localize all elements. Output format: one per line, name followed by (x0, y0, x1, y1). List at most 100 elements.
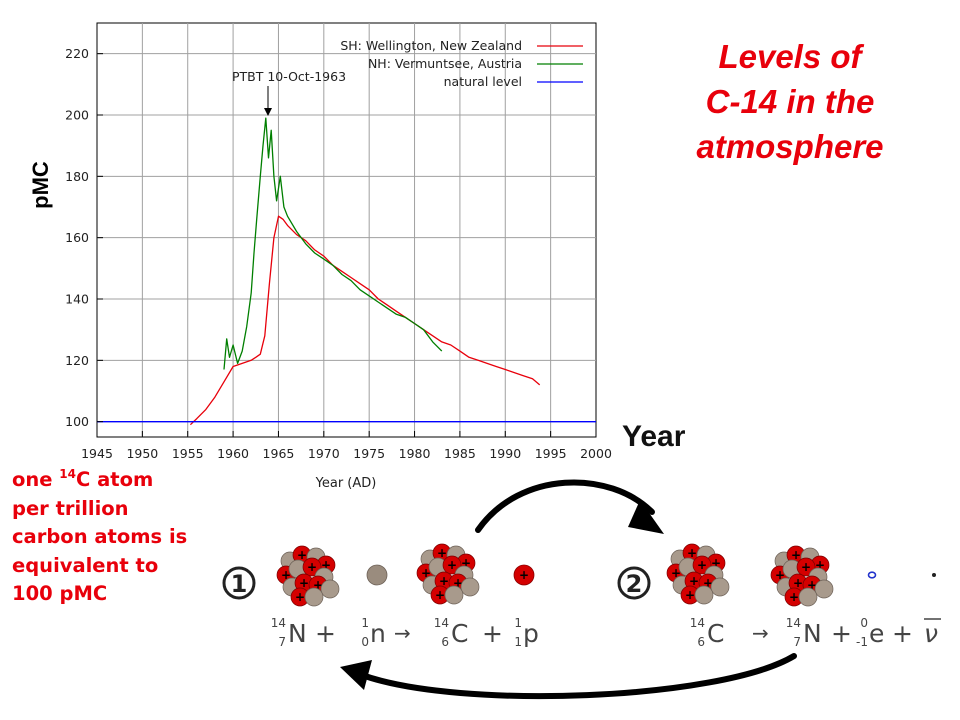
x-tick-label: 1975 (353, 446, 385, 461)
y-tick-label: 140 (65, 292, 89, 307)
y-tick-label: 100 (65, 414, 89, 429)
annotation-text: PTBT 10-Oct-1963 (232, 69, 346, 84)
note-line-3: carbon atoms is (12, 525, 188, 548)
series-line-0 (189, 215, 541, 426)
y-tick-label: 200 (65, 108, 89, 123)
grid (97, 23, 596, 437)
eq2-c-z: 6 (697, 635, 705, 649)
neutron-ball (460, 577, 480, 597)
neutron-ball (798, 587, 818, 607)
x-tick-label: 1970 (308, 446, 340, 461)
step-1-badge (222, 566, 256, 600)
nucleus-n14-right: +++++ ++ (770, 545, 834, 607)
note-line-1-post: C atom (76, 468, 154, 491)
proton-plus: + (697, 558, 707, 572)
series-line-1 (223, 117, 443, 370)
antineutrino-particle (932, 573, 936, 577)
cycle-arrowhead-bottom (340, 660, 372, 690)
proton-plus: + (775, 568, 785, 582)
neutron-ball (814, 579, 834, 599)
eq2-e-mass: 0 (860, 616, 868, 630)
eq1-c-z: 6 (441, 635, 449, 649)
x-tick-label: 2000 (580, 446, 612, 461)
neutron-ball (304, 587, 324, 607)
eq1-n-symbol: N (288, 619, 307, 648)
neutron-ball (320, 579, 340, 599)
proton-plus: + (439, 574, 449, 588)
eq1-p-mass: 1 (514, 616, 522, 630)
eq1-p-symbol: p (523, 619, 539, 648)
proton-plus: + (321, 558, 331, 572)
eq2-n-z: 7 (793, 635, 801, 649)
x-tick-label: 1985 (444, 446, 476, 461)
y-tick-label: 120 (65, 353, 89, 368)
eq1-neutron-symbol: n (370, 619, 386, 648)
plot-frame (96, 22, 597, 438)
proton-plus: + (435, 588, 445, 602)
proton-plus: + (447, 558, 457, 572)
eq2-c-mass: 14 (690, 616, 705, 630)
eq1-arrow: → (394, 621, 411, 645)
proton-plus: + (437, 546, 447, 560)
eq2-e-z: -1 (856, 635, 868, 649)
x-tick-label: 1980 (399, 446, 431, 461)
pmc-definition-note: one 14C atom per trillion carbon atoms i… (12, 466, 222, 609)
proton-plus: + (791, 548, 801, 562)
ptbt-annotation: PTBT 10-Oct-1963 (232, 69, 346, 116)
electron-particle (867, 571, 877, 579)
note-line-1-sup: 14 (59, 466, 76, 481)
proton-plus: + (453, 576, 463, 590)
step-2-badge (617, 566, 651, 600)
proton-plus: + (685, 588, 695, 602)
eq2-n-mass: 14 (786, 616, 801, 630)
title-line-1: Levels of (718, 38, 862, 75)
x-axis-label: Year (AD) (315, 476, 377, 491)
title-line-3: atmosphere (696, 128, 884, 165)
eq1-neutron-mass: 1 (361, 616, 369, 630)
plot-area: 1945 1950 1955 1960 1965 1970 1975 1980 1985 1990… (65, 22, 612, 461)
proton-plus: + (711, 556, 721, 570)
note-line-1: one 14C atom (12, 466, 222, 495)
eq1-n-z: 7 (278, 635, 286, 649)
legend: SH: Wellington, New Zealand NH: Vermunts… (340, 38, 583, 89)
proton-plus: + (299, 576, 309, 590)
proton-plus: + (313, 578, 323, 592)
x-tick-label: 1945 (81, 446, 113, 461)
eq1-c-symbol: C (451, 619, 468, 648)
proton-plus: + (281, 568, 291, 582)
nuclei-illustrations: +++++ +++++++ +++++++ +++++++ ++ (276, 543, 834, 607)
proton-plus: + (789, 590, 799, 604)
equation-2: 14 6 C → 14 7 N + 0 -1 e + ν (690, 616, 941, 649)
year-axis-title: Year (622, 420, 686, 453)
annotation-arrowhead (264, 108, 272, 116)
proton-plus: + (815, 558, 825, 572)
y-tick-label: 160 (65, 230, 89, 245)
eq1-c-mass: 14 (434, 616, 449, 630)
note-line-5: 100 pMC (12, 582, 108, 605)
proton-plus: + (807, 578, 817, 592)
proton-plus: + (421, 566, 431, 580)
nucleus-n14-left: +++++ ++ (276, 545, 340, 607)
eq2-arrow: → (752, 621, 769, 645)
legend-label-nh: NH: Vermuntsee, Austria (368, 56, 522, 71)
eq1-plus-2: + (482, 619, 503, 648)
equation-1: 14 7 N + 1 0 n → 14 6 C + 1 1 p (271, 616, 539, 649)
neutron-ball (694, 585, 714, 605)
nucleus-c14-left: +++++ ++ (416, 543, 480, 605)
proton-plus: + (295, 590, 305, 604)
neutron-ball (444, 585, 464, 605)
proton-plus: + (687, 546, 697, 560)
x-tick-label: 1950 (126, 446, 158, 461)
neutron-ball (710, 577, 730, 597)
eq2-e-symbol: e (869, 619, 884, 648)
proton-plus: + (297, 548, 307, 562)
note-line-2: per trillion (12, 496, 129, 520)
note-line-1-pre: one (12, 468, 60, 491)
eq1-neutron-z: 0 (361, 635, 369, 649)
step-2-number: 2 (626, 570, 643, 598)
note-line-4: equivalent to (12, 553, 159, 577)
cycle-arrow-top (475, 479, 655, 533)
proton-plus: + (801, 560, 811, 574)
proton-plus-sign: + (519, 568, 529, 582)
